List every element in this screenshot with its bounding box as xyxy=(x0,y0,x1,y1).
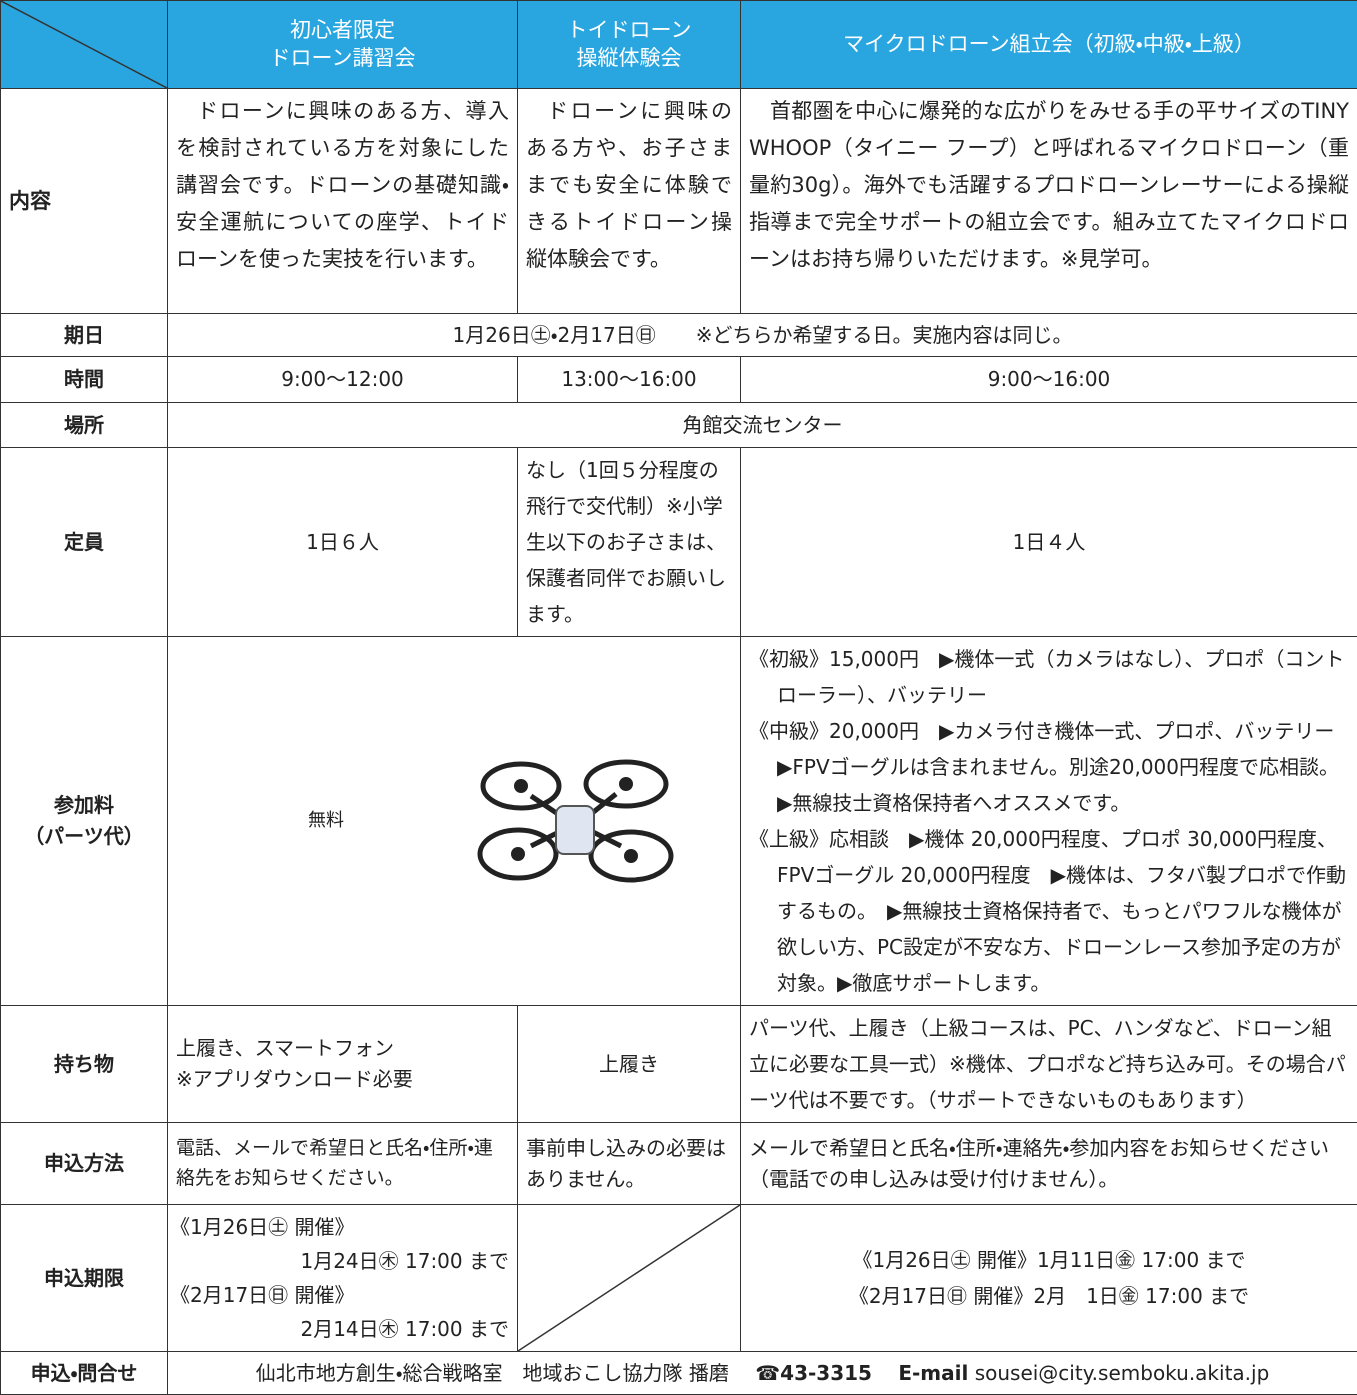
row: 期日 1月26日㊏・2月17日㊐ ※どちらか希望する日。実施内容は同じ。 xyxy=(1,314,1357,357)
text: 《1月26日㊏ 開催》 xyxy=(170,1210,509,1244)
cell: ドローンに興味のある方や、お子さままでも安全に体験できるトイドローン操縦体験会で… xyxy=(518,89,741,314)
header-cell: トイドローン操縦体験会 xyxy=(518,1,741,89)
text: ※アプリダウンロード必要 xyxy=(176,1064,509,1095)
cell: 上履き、スマートフォン※アプリダウンロード必要 xyxy=(168,1006,518,1123)
text: （パーツ代） xyxy=(9,821,159,852)
header-row: 初心者限定ドローン講習会 トイドローン操縦体験会 マイクロドローン組立会（初級・… xyxy=(1,1,1357,89)
diagonal xyxy=(1,1,167,88)
cell: パーツ代、上履き（上級コースは、PC、ハンダなど、ドローン組立に必要な工具一式）… xyxy=(741,1006,1357,1123)
cell: 9:00～12:00 xyxy=(168,357,518,403)
label: 参加料（パーツ代） xyxy=(1,637,168,1006)
label: 時間 xyxy=(1,357,168,403)
header-cell: 初心者限定ドローン講習会 xyxy=(168,1,518,89)
label: 場所 xyxy=(1,403,168,448)
text: 2月14日㊍ 17:00 まで xyxy=(170,1312,509,1346)
cell: 上履き xyxy=(518,1006,741,1123)
cell: 首都圏を中心に爆発的な広がりをみせる手の平サイズのTINY WHOOP（タイニー… xyxy=(741,89,1357,314)
row: 内容 ドローンに興味のある方、導入を検討されている方を対象にした講習会です。ドロ… xyxy=(1,89,1357,314)
text: 仙北市地方創生・総合戦略室 地域おこし協力隊 播磨 xyxy=(256,1361,729,1385)
cell: 《1月26日㊏ 開催》 1月24日㊍ 17:00 まで 《2月17日㊐ 開催》 … xyxy=(168,1205,518,1352)
cell: 1日４人 xyxy=(741,448,1357,637)
text: sousei@city.semboku.akita.jp xyxy=(975,1361,1270,1385)
text: 初心者限定 xyxy=(176,17,509,44)
cell: ドローンに興味のある方、導入を検討されている方を対象にした講習会です。ドローンの… xyxy=(168,89,518,314)
text: 参加料 xyxy=(9,790,159,821)
text: 《2月17日㊐ 開催》 xyxy=(170,1278,509,1312)
corner xyxy=(1,1,168,89)
cell: 《1月26日㊏ 開催》1月11日㊎ 17:00 まで 《2月17日㊐ 開催》2月… xyxy=(741,1205,1357,1352)
row: 定員 1日６人 なし（1回５分程度の飛行で交代制）※小学生以下のお子さまは、保護… xyxy=(1,448,1357,637)
cell: なし（1回５分程度の飛行で交代制）※小学生以下のお子さまは、保護者同伴でお願いし… xyxy=(518,448,741,637)
text: 《1月26日㊏ 開催》1月11日㊎ 17:00 まで xyxy=(749,1242,1349,1278)
cell: 角館交流センター xyxy=(168,403,1357,448)
fee-item: 《中級》20,000円 ▶カメラ付き機体一式、プロポ、バッテリー ▶FPVゴーグ… xyxy=(749,713,1349,821)
text: ドローン講習会 xyxy=(176,45,509,72)
text: 無料 xyxy=(176,807,476,835)
label: 持ち物 xyxy=(1,1006,168,1123)
cell: 電話、メールで希望日と氏名・住所・連絡先をお知らせください。 xyxy=(168,1123,518,1205)
text: マイクロドローン組立会（初級・中級・上級） xyxy=(749,31,1349,58)
row: 時間 9:00～12:00 13:00～16:00 9:00～16:00 xyxy=(1,357,1357,403)
label: 期日 xyxy=(1,314,168,357)
label: 申込方法 xyxy=(1,1123,168,1205)
text: 《2月17日㊐ 開催》2月 1日㊎ 17:00 まで xyxy=(749,1278,1349,1314)
row: 申込方法 電話、メールで希望日と氏名・住所・連絡先をお知らせください。 事前申し… xyxy=(1,1123,1357,1205)
diagonal xyxy=(518,1205,740,1351)
cell: 13:00～16:00 xyxy=(518,357,741,403)
cell xyxy=(518,1205,741,1352)
fee-free: 無料 xyxy=(176,746,732,896)
text: 1月24日㊍ 17:00 まで xyxy=(170,1244,509,1278)
drone-image xyxy=(476,746,676,896)
fee-item: 《初級》15,000円 ▶機体一式（カメラはなし）、プロポ（コントローラー）、バ… xyxy=(749,641,1349,713)
text: 上履き、スマートフォン xyxy=(176,1033,509,1064)
row: 申込期限 《1月26日㊏ 開催》 1月24日㊍ 17:00 まで 《2月17日㊐… xyxy=(1,1205,1357,1352)
header-cell: マイクロドローン組立会（初級・中級・上級） xyxy=(741,1,1357,89)
text: トイドローン xyxy=(526,17,732,44)
cell: 《初級》15,000円 ▶機体一式（カメラはなし）、プロポ（コントローラー）、バ… xyxy=(741,637,1357,1006)
text: ☎43-3315 xyxy=(755,1361,872,1385)
label: 申込期限 xyxy=(1,1205,168,1352)
row: 持ち物 上履き、スマートフォン※アプリダウンロード必要 上履き パーツ代、上履き… xyxy=(1,1006,1357,1123)
cell: 1日６人 xyxy=(168,448,518,637)
cell: 1月26日㊏・2月17日㊐ ※どちらか希望する日。実施内容は同じ。 xyxy=(168,314,1357,357)
cell: 9:00～16:00 xyxy=(741,357,1357,403)
text: E-mail xyxy=(898,1361,968,1385)
row: 参加料（パーツ代） 無料 《初級》15,000円 ▶機体一式（カメラはなし）、プ… xyxy=(1,637,1357,1006)
label: 定員 xyxy=(1,448,168,637)
row: 申込・問合せ 仙北市地方創生・総合戦略室 地域おこし協力隊 播磨 ☎43-331… xyxy=(1,1352,1357,1395)
cell: メールで希望日と氏名・住所・連絡先・参加内容をお知らせください（電話での申し込み… xyxy=(741,1123,1357,1205)
cell: 仙北市地方創生・総合戦略室 地域おこし協力隊 播磨 ☎43-3315 E-mai… xyxy=(168,1352,1357,1395)
label: 申込・問合せ xyxy=(1,1352,168,1395)
text: 操縦体験会 xyxy=(526,45,732,72)
row: 場所 角館交流センター xyxy=(1,403,1357,448)
cell: 事前申し込みの必要はありません。 xyxy=(518,1123,741,1205)
fee-item: 《上級》応相談 ▶機体 20,000円程度、プロポ 30,000円程度、FPVゴ… xyxy=(749,821,1349,1001)
cell: 無料 xyxy=(168,637,741,1006)
label: 内容 xyxy=(1,89,168,314)
